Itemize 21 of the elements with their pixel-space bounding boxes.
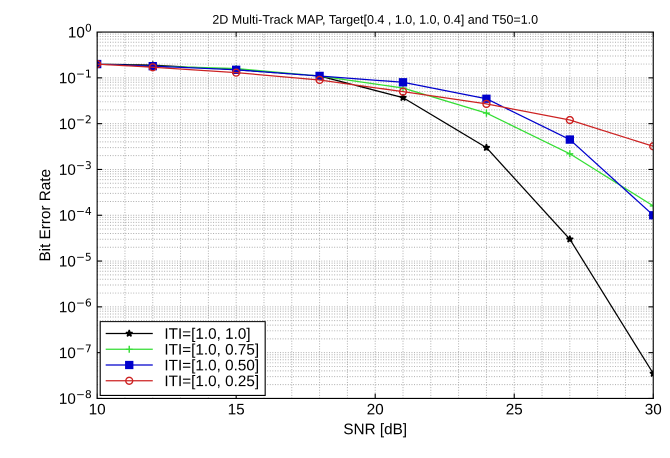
y-tick-label: 10$^{−7}$ <box>60 344 91 358</box>
y-tick-label: 10$^{−1}$ <box>60 70 91 84</box>
y-axis-title: Bit Error Rate <box>39 170 50 260</box>
y-tick-label: 10$^{−6}$ <box>60 298 92 312</box>
x-tick-label: 30 <box>645 404 662 415</box>
x-tick-label: 10 <box>90 404 106 415</box>
legend-label: ITI=[1.0, 1.0] <box>166 328 250 342</box>
x-tick-label: 20 <box>367 404 384 415</box>
y-tick-label: 10$^{−3}$ <box>60 161 91 176</box>
x-tick-label: 25 <box>506 404 522 415</box>
y-tick-label: 10$^{−4}$ <box>60 207 92 221</box>
y-tick-label: 10$^{−8}$ <box>60 390 92 404</box>
legend-label: ITI=[1.0, 0.25] <box>166 375 258 390</box>
y-tick-label: 10$^{0}$ <box>69 24 92 38</box>
chart-title: 2D Multi-Track MAP, Target[0.4 , 1.0, 1.0, 0.4] and T50=1.0 <box>212 14 538 26</box>
y-tick-label: 10$^{−2}$ <box>60 115 91 130</box>
x-axis-title: SNR [dB] <box>344 423 406 438</box>
legend-label: ITI=[1.0, 0.75] <box>166 344 258 358</box>
x-tick-label: 15 <box>228 404 244 415</box>
y-tick-label: 10$^{−5}$ <box>60 252 91 267</box>
legend-label: ITI=[1.0, 0.50] <box>166 359 258 374</box>
